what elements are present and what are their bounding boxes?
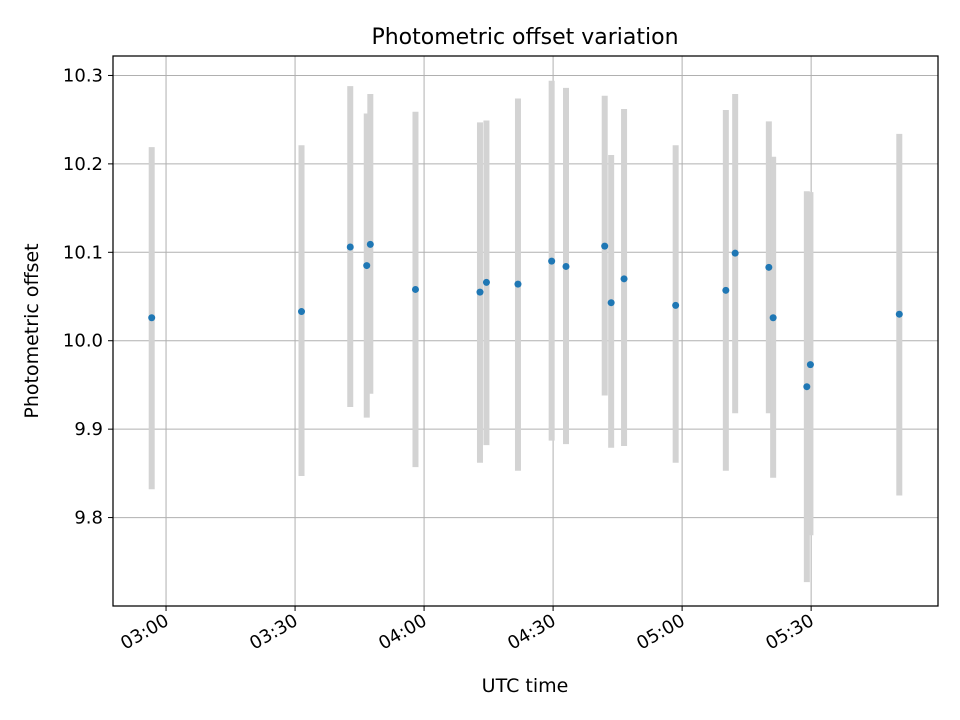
data-point bbox=[731, 249, 739, 257]
data-point bbox=[806, 361, 814, 369]
data-point bbox=[672, 301, 680, 309]
data-point bbox=[895, 310, 903, 318]
data-point bbox=[482, 278, 490, 286]
x-axis-label: UTC time bbox=[482, 675, 569, 697]
data-point bbox=[411, 285, 419, 293]
data-point bbox=[476, 288, 484, 296]
y-axis-label: Photometric offset bbox=[21, 243, 43, 418]
data-point bbox=[346, 243, 354, 251]
data-point bbox=[722, 286, 730, 294]
data-point bbox=[769, 314, 777, 322]
data-point bbox=[363, 262, 371, 270]
data-point bbox=[620, 275, 628, 283]
y-tick-label: 10.3 bbox=[63, 65, 103, 86]
data-point bbox=[601, 242, 609, 250]
data-point bbox=[803, 383, 811, 391]
y-tick-label: 9.9 bbox=[74, 419, 103, 440]
y-tick-label: 9.8 bbox=[74, 508, 103, 529]
y-tick-label: 10.2 bbox=[63, 154, 103, 175]
grid-lines bbox=[113, 56, 938, 606]
data-points bbox=[148, 240, 903, 391]
data-point bbox=[366, 240, 374, 248]
axes-frame bbox=[112, 55, 939, 607]
chart-title: Photometric offset variation bbox=[371, 25, 678, 50]
data-point bbox=[548, 257, 556, 265]
y-axis-ticks: 9.8 9.9 10.0 10.1 10.2 10.3 bbox=[63, 65, 113, 529]
y-tick-label: 10.0 bbox=[63, 331, 103, 352]
data-point bbox=[562, 262, 570, 270]
data-point bbox=[148, 314, 156, 322]
data-point bbox=[607, 299, 615, 307]
y-tick-label: 10.1 bbox=[63, 242, 103, 263]
data-point bbox=[514, 280, 522, 288]
data-point bbox=[765, 263, 773, 271]
data-point bbox=[298, 308, 306, 316]
